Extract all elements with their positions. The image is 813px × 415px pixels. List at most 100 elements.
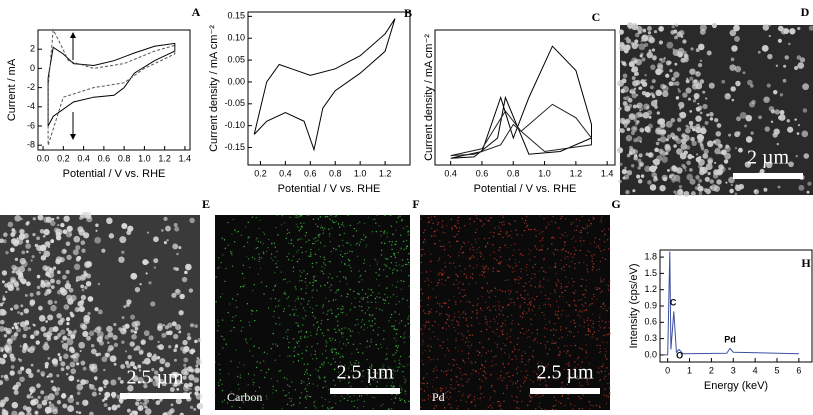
texture bbox=[599, 326, 602, 329]
texture bbox=[242, 401, 245, 403]
texture bbox=[597, 330, 600, 332]
texture bbox=[736, 131, 741, 135]
texture bbox=[237, 366, 239, 369]
texture bbox=[545, 298, 548, 300]
texture bbox=[163, 241, 168, 245]
texture bbox=[476, 264, 478, 266]
texture bbox=[620, 88, 625, 94]
texture bbox=[90, 344, 95, 348]
texture bbox=[292, 361, 295, 363]
texture bbox=[483, 396, 485, 398]
texture bbox=[222, 254, 224, 256]
texture bbox=[582, 394, 585, 396]
texture bbox=[175, 379, 181, 385]
texture bbox=[602, 280, 604, 283]
texture bbox=[455, 339, 457, 342]
texture bbox=[635, 79, 641, 86]
texture bbox=[560, 326, 562, 328]
texture bbox=[496, 259, 498, 261]
texture bbox=[616, 147, 624, 154]
texture bbox=[358, 281, 360, 283]
texture bbox=[292, 255, 295, 258]
texture bbox=[534, 256, 536, 258]
texture bbox=[534, 245, 536, 247]
texture bbox=[679, 111, 687, 119]
texture bbox=[685, 145, 691, 150]
texture bbox=[336, 289, 338, 292]
texture bbox=[514, 280, 517, 282]
texture bbox=[488, 399, 491, 401]
texture bbox=[315, 333, 318, 335]
texture bbox=[583, 227, 585, 230]
texture bbox=[567, 397, 569, 400]
texture bbox=[457, 311, 460, 313]
texture bbox=[421, 339, 424, 341]
texture bbox=[298, 258, 300, 260]
texture bbox=[351, 330, 354, 332]
y-tick-label: 1.8 bbox=[644, 251, 657, 261]
x-tick-label: 0.8 bbox=[507, 168, 520, 178]
texture bbox=[353, 227, 356, 230]
texture bbox=[527, 310, 530, 312]
texture bbox=[433, 231, 435, 233]
texture bbox=[522, 313, 524, 315]
texture bbox=[578, 262, 581, 264]
texture bbox=[530, 228, 532, 231]
texture bbox=[440, 370, 443, 372]
texture bbox=[248, 266, 251, 268]
y-tick-label: 0.6 bbox=[644, 317, 657, 327]
texture bbox=[591, 298, 593, 300]
texture bbox=[483, 370, 486, 373]
texture bbox=[263, 233, 266, 236]
texture bbox=[283, 292, 285, 295]
texture bbox=[555, 272, 557, 275]
texture bbox=[699, 24, 707, 32]
texture bbox=[317, 326, 320, 328]
texture bbox=[787, 126, 794, 133]
texture bbox=[20, 278, 27, 285]
texture bbox=[438, 303, 441, 305]
texture bbox=[197, 337, 202, 343]
texture bbox=[318, 236, 320, 238]
texture bbox=[61, 393, 67, 399]
texture bbox=[490, 290, 493, 292]
y-axis-label: Current density / mA cm⁻² bbox=[208, 25, 220, 152]
texture bbox=[103, 368, 106, 372]
texture bbox=[487, 338, 490, 340]
texture bbox=[454, 347, 457, 349]
texture bbox=[263, 376, 266, 379]
texture bbox=[290, 242, 292, 245]
texture bbox=[589, 250, 591, 253]
texture bbox=[598, 238, 601, 241]
texture bbox=[270, 378, 273, 380]
texture bbox=[437, 324, 440, 326]
texture bbox=[565, 301, 568, 304]
texture bbox=[223, 338, 225, 341]
texture bbox=[485, 378, 487, 380]
texture bbox=[317, 225, 319, 228]
texture bbox=[388, 240, 391, 243]
texture bbox=[262, 407, 264, 409]
texture bbox=[304, 349, 307, 351]
texture bbox=[245, 256, 248, 258]
texture bbox=[289, 314, 291, 316]
texture bbox=[20, 304, 24, 308]
y-axis-label: Current / mA bbox=[6, 58, 18, 121]
texture bbox=[565, 285, 568, 288]
texture bbox=[161, 332, 167, 338]
texture bbox=[87, 296, 94, 302]
texture bbox=[295, 322, 297, 324]
texture bbox=[311, 262, 314, 265]
texture bbox=[257, 240, 259, 243]
texture bbox=[4, 283, 9, 288]
texture bbox=[217, 325, 220, 327]
texture bbox=[430, 308, 432, 310]
texture bbox=[426, 373, 428, 375]
texture bbox=[194, 385, 201, 392]
texture bbox=[395, 229, 397, 232]
texture bbox=[557, 354, 559, 356]
texture bbox=[405, 247, 408, 249]
texture bbox=[319, 233, 321, 236]
texture bbox=[233, 241, 236, 243]
texture bbox=[364, 270, 366, 272]
